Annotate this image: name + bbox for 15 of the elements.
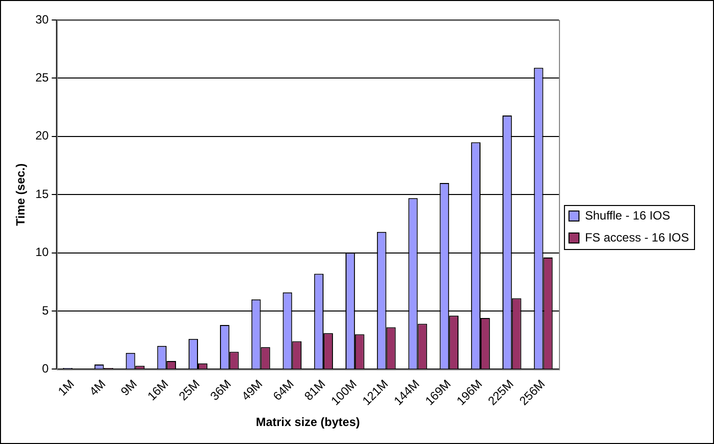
legend-label: Shuffle - 16 IOS: [584, 208, 670, 222]
x-tick-label: 49M: [238, 376, 266, 404]
y-tick-label: 10: [35, 245, 50, 260]
x-tick-label: 4M: [86, 376, 108, 399]
y-tick-label: 20: [35, 128, 50, 143]
y-tick-label: 30: [35, 12, 50, 26]
x-tick-label: 1M: [55, 376, 77, 399]
y-tick-label: 15: [35, 186, 50, 201]
x-tick-label: 9M: [118, 376, 140, 399]
y-tick-label: 0: [42, 362, 50, 376]
y-tick-label: 25: [35, 70, 50, 85]
legend-label: FS access - 16 IOS: [584, 230, 690, 244]
y-axis-title: Time (sec.): [14, 163, 28, 226]
y-tick-label: 5: [42, 303, 50, 318]
x-axis-title: Matrix size (bytes): [256, 415, 360, 430]
